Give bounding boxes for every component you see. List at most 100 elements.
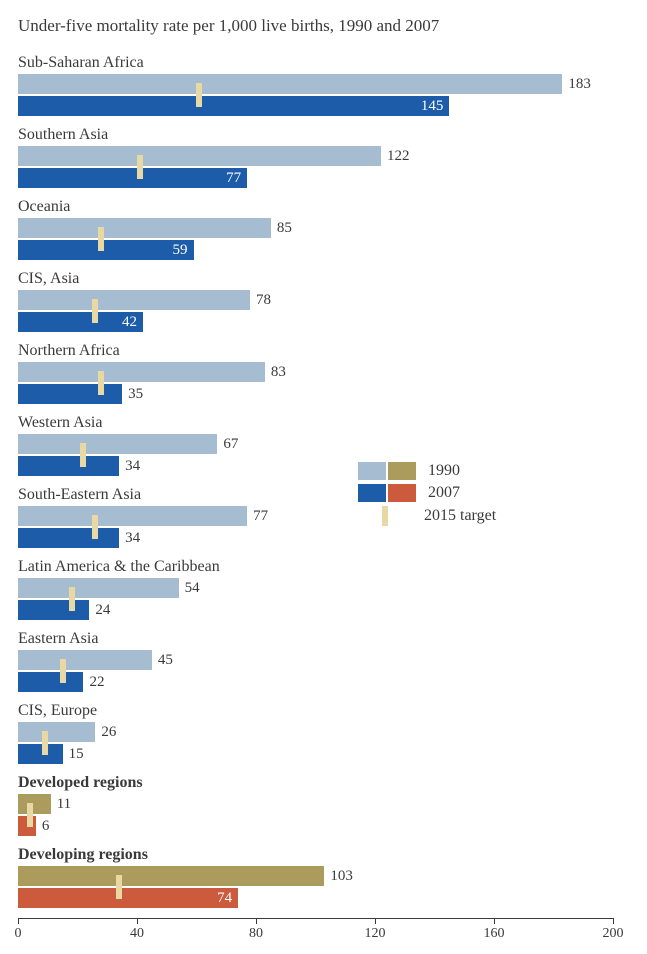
value-label-1990: 122	[387, 146, 410, 166]
value-label-2007: 6	[42, 816, 50, 836]
bar-1990	[18, 794, 51, 814]
group-label: Northern Africa	[18, 342, 629, 360]
group-label: Latin America & the Caribbean	[18, 558, 629, 576]
legend-row: 2007	[358, 484, 496, 502]
chart-group: Developing regions 103 74	[18, 846, 629, 908]
value-label-1990: 183	[568, 74, 591, 94]
bar-2007	[18, 240, 194, 260]
bar-2007	[18, 600, 89, 620]
chart-group: Latin America & the Caribbean 54 24	[18, 558, 629, 620]
chart-group: Developed regions 11 6	[18, 774, 629, 836]
value-label-2007: 145	[421, 96, 444, 116]
legend-label: 2007	[428, 484, 460, 502]
bar-1990	[18, 434, 217, 454]
axis-tick-label: 200	[603, 926, 624, 942]
axis-tick-label: 80	[249, 926, 263, 942]
bar-2007	[18, 96, 449, 116]
bar-1990	[18, 218, 271, 238]
value-label-2007: 34	[125, 528, 140, 548]
target-marker	[69, 587, 75, 611]
bar-2007	[18, 456, 119, 476]
bar-1990	[18, 146, 381, 166]
bar-1990	[18, 290, 250, 310]
bar-2007	[18, 672, 83, 692]
axis-tick-label: 40	[130, 926, 144, 942]
chart-group: Eastern Asia 45 22	[18, 630, 629, 692]
chart-group: South-Eastern Asia 77 34	[18, 486, 629, 548]
bar-2007	[18, 384, 122, 404]
target-marker	[92, 515, 98, 539]
target-marker	[27, 803, 33, 827]
value-label-2007: 77	[226, 168, 241, 188]
value-label-1990: 83	[271, 362, 286, 382]
chart-area: 199020072015 target Sub-Saharan Africa18…	[18, 54, 629, 919]
axis-tick-label: 160	[484, 926, 505, 942]
group-label: CIS, Europe	[18, 702, 629, 720]
chart-group: Sub-Saharan Africa 183 145	[18, 54, 629, 116]
group-label: Southern Asia	[18, 126, 629, 144]
chart-title: Under-five mortality rate per 1,000 live…	[18, 16, 629, 36]
value-label-1990: 85	[277, 218, 292, 238]
value-label-1990: 103	[330, 866, 353, 886]
target-marker	[98, 227, 104, 251]
value-label-2007: 42	[122, 312, 137, 332]
legend-swatch	[388, 484, 416, 502]
target-marker	[92, 299, 98, 323]
value-label-1990: 67	[223, 434, 238, 454]
group-label: Developing regions	[18, 846, 629, 864]
bar-1990	[18, 722, 95, 742]
bar-2007	[18, 888, 238, 908]
group-label: Western Asia	[18, 414, 629, 432]
chart-group: CIS, Asia 78 42	[18, 270, 629, 332]
axis-tick-label: 0	[15, 926, 22, 942]
value-label-1990: 11	[57, 794, 71, 814]
chart-group: Western Asia 67 34	[18, 414, 629, 476]
value-label-2007: 24	[95, 600, 110, 620]
axis-tick	[494, 918, 495, 924]
bar-1990	[18, 362, 265, 382]
target-marker	[60, 659, 66, 683]
value-label-1990: 54	[185, 578, 200, 598]
axis-tick	[256, 918, 257, 924]
group-label: Sub-Saharan Africa	[18, 54, 629, 72]
group-label: Developed regions	[18, 774, 629, 792]
target-marker	[42, 731, 48, 755]
value-label-2007: 74	[217, 888, 232, 908]
group-label: Eastern Asia	[18, 630, 629, 648]
chart-group: Northern Africa 83 35	[18, 342, 629, 404]
group-label: CIS, Asia	[18, 270, 629, 288]
x-axis: 04080120160200	[18, 918, 613, 919]
bar-1990	[18, 578, 179, 598]
chart-group: Southern Asia 122 77	[18, 126, 629, 188]
axis-tick	[137, 918, 138, 924]
value-label-2007: 34	[125, 456, 140, 476]
bar-1990	[18, 866, 324, 886]
bar-1990	[18, 650, 152, 670]
legend-swatch	[358, 484, 386, 502]
bar-2007	[18, 168, 247, 188]
axis-tick	[18, 918, 19, 924]
value-label-2007: 22	[89, 672, 104, 692]
value-label-2007: 35	[128, 384, 143, 404]
axis-tick	[613, 918, 614, 924]
bar-2007	[18, 744, 63, 764]
target-marker	[137, 155, 143, 179]
axis-tick	[375, 918, 376, 924]
value-label-1990: 26	[101, 722, 116, 742]
value-label-1990: 77	[253, 506, 268, 526]
value-label-2007: 15	[69, 744, 84, 764]
target-marker	[196, 83, 202, 107]
target-marker	[98, 371, 104, 395]
page-root: Under-five mortality rate per 1,000 live…	[0, 0, 647, 954]
bar-1990	[18, 506, 247, 526]
bar-2007	[18, 528, 119, 548]
group-label: South-Eastern Asia	[18, 486, 629, 504]
value-label-2007: 59	[173, 240, 188, 260]
chart-group: CIS, Europe 26 15	[18, 702, 629, 764]
axis-tick-label: 120	[365, 926, 386, 942]
target-marker	[116, 875, 122, 899]
value-label-1990: 78	[256, 290, 271, 310]
chart-group: Oceania8559	[18, 198, 629, 260]
target-marker	[80, 443, 86, 467]
value-label-1990: 45	[158, 650, 173, 670]
